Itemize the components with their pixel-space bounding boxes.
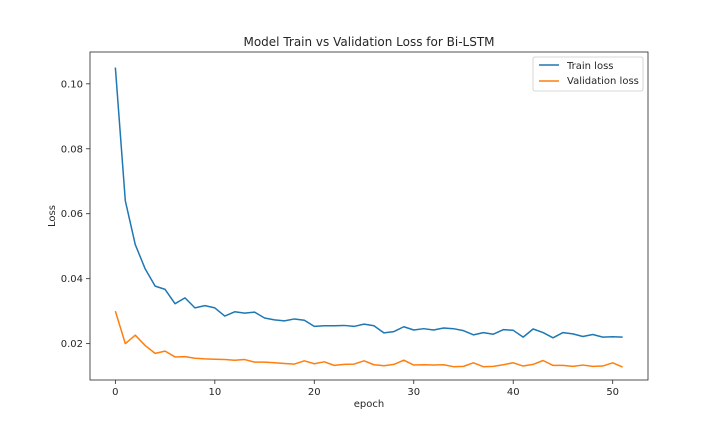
- x-tick-label: 0: [112, 387, 118, 398]
- series-line-validation-loss: [114, 310, 623, 368]
- series-line-train-loss: [114, 67, 623, 339]
- x-axis-title: epoch: [354, 399, 384, 410]
- chart-title: Model Train vs Validation Loss for Bi-LS…: [243, 35, 494, 49]
- y-axis-ticks: 0.02 0.04 0.06 0.08 0.10: [61, 79, 90, 350]
- y-tick-label: 0.04: [61, 274, 83, 285]
- legend-label-train-loss: Train loss: [566, 61, 614, 72]
- plot-frame: [89, 51, 649, 381]
- x-tick-label: 40: [507, 387, 520, 398]
- x-tick-label: 10: [208, 387, 221, 398]
- y-axis-title: Loss: [47, 205, 58, 227]
- y-tick-label: 0.06: [61, 209, 83, 220]
- x-axis-ticks: 0 10 20 30 40 50: [112, 380, 619, 398]
- legend-label-validation-loss: Validation loss: [567, 76, 639, 87]
- y-tick-label: 0.08: [61, 144, 83, 155]
- legend-frame: [532, 56, 644, 92]
- y-tick-label: 0.02: [61, 339, 83, 350]
- plot-area: 0 10 20 30 40 50 0.02 0.04 0.06 0.08 0.10: [61, 51, 649, 398]
- legend: Train loss Validation loss: [532, 56, 644, 92]
- y-tick-label: 0.10: [61, 79, 83, 90]
- series-layer: [114, 67, 623, 368]
- x-tick-label: 50: [606, 387, 619, 398]
- x-tick-label: 20: [308, 387, 321, 398]
- x-tick-label: 30: [407, 387, 420, 398]
